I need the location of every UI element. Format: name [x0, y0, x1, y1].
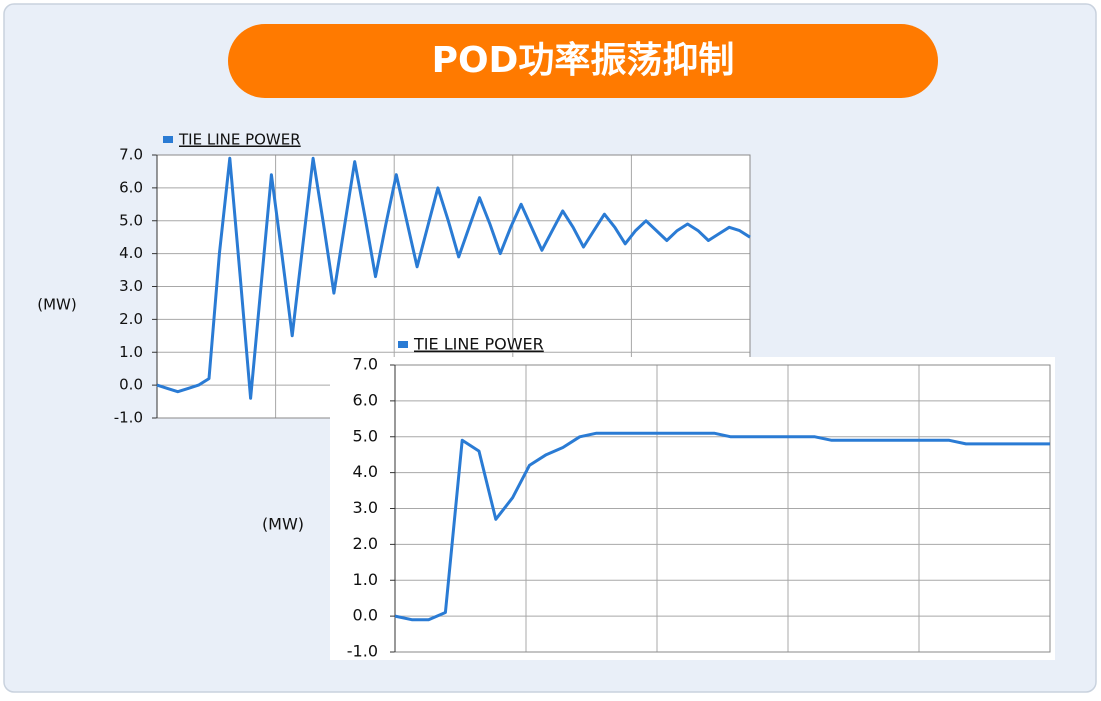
y-tick-label: 6.0 — [353, 390, 378, 409]
y-tick-label: 2.0 — [353, 534, 378, 553]
y-axis-label: (MW) — [37, 296, 76, 314]
y-tick-label: 1.0 — [119, 343, 143, 361]
title-pill — [228, 24, 938, 98]
y-tick-label: -1.0 — [347, 642, 378, 661]
y-tick-label: 7.0 — [119, 146, 143, 164]
y-tick-label: 3.0 — [353, 498, 378, 517]
y-tick-label: 4.0 — [353, 462, 378, 481]
legend-label: TIE LINE POWER — [178, 131, 301, 149]
title: POD功率振荡抑制 — [432, 40, 735, 81]
y-tick-label: -1.0 — [114, 409, 143, 427]
charts: -1.0 0.0 1.0 2.0 3.0 4.0 5.0 6.0 7.0 (MW) TIE LINE… — [37, 131, 1055, 661]
y-tick-label: 0.0 — [353, 606, 378, 625]
legend-label: TIE LINE POWER — [413, 335, 544, 354]
y-tick-label: 4.0 — [119, 244, 143, 262]
line-series — [156, 156, 751, 400]
y-tick-label: 5.0 — [119, 211, 143, 229]
legend-swatch — [398, 341, 408, 348]
y-tick-label: 6.0 — [119, 178, 143, 196]
y-tick-label: 2.0 — [119, 310, 143, 328]
legend-swatch — [163, 136, 173, 143]
y-axis-label: (MW) — [262, 515, 304, 534]
y-tick-label: 1.0 — [353, 570, 378, 589]
line-series — [394, 431, 1050, 622]
y-tick-label: 5.0 — [353, 426, 378, 445]
y-tick-label: 7.0 — [353, 355, 378, 374]
y-tick-label: 3.0 — [119, 277, 143, 295]
y-tick-label: 0.0 — [119, 376, 143, 394]
